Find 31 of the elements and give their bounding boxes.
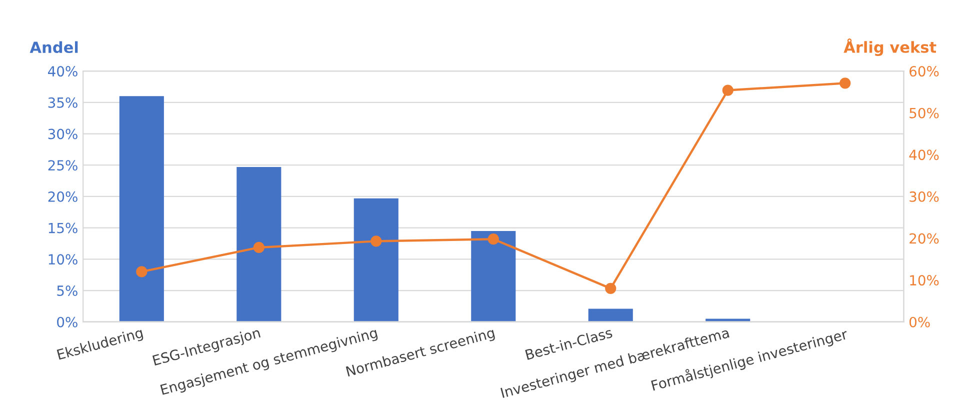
y-axis-title: Andel: [30, 41, 78, 54]
bar: [471, 230, 516, 322]
point: [253, 242, 264, 254]
y-tick-label: 25%: [48, 160, 78, 171]
y-tick-label: 10%: [48, 254, 78, 265]
y2-tick-label: 40%: [909, 150, 939, 160]
point: [605, 282, 616, 294]
point: [840, 78, 851, 89]
bar: [588, 308, 633, 322]
bar: [354, 198, 398, 322]
y2-tick-label: 60%: [910, 66, 939, 77]
point: [722, 84, 734, 96]
point: [370, 236, 382, 247]
point: [136, 266, 148, 278]
bar: [706, 318, 750, 322]
y2-tick-label: 20%: [910, 233, 939, 244]
bar: [119, 96, 164, 322]
y2-tick-label: 30%: [910, 191, 939, 202]
y-tick-label: 5%: [57, 285, 78, 296]
bar: [236, 166, 282, 322]
y2-tick-label: 10%: [910, 275, 939, 286]
y-tick-label: 0%: [57, 316, 78, 328]
y-tick-label: 30%: [48, 128, 78, 140]
y2-tick-label: 0%: [910, 316, 930, 328]
y-tick-label: 15%: [48, 222, 78, 234]
point: [488, 234, 499, 245]
y-tick-label: 20%: [48, 191, 78, 202]
y-tick-label: 40%: [48, 66, 78, 77]
y-tick-label: 35%: [48, 97, 78, 108]
y2-tick-label: 50%: [910, 108, 939, 118]
y2-axis-title: Årlig vekst: [844, 38, 936, 56]
